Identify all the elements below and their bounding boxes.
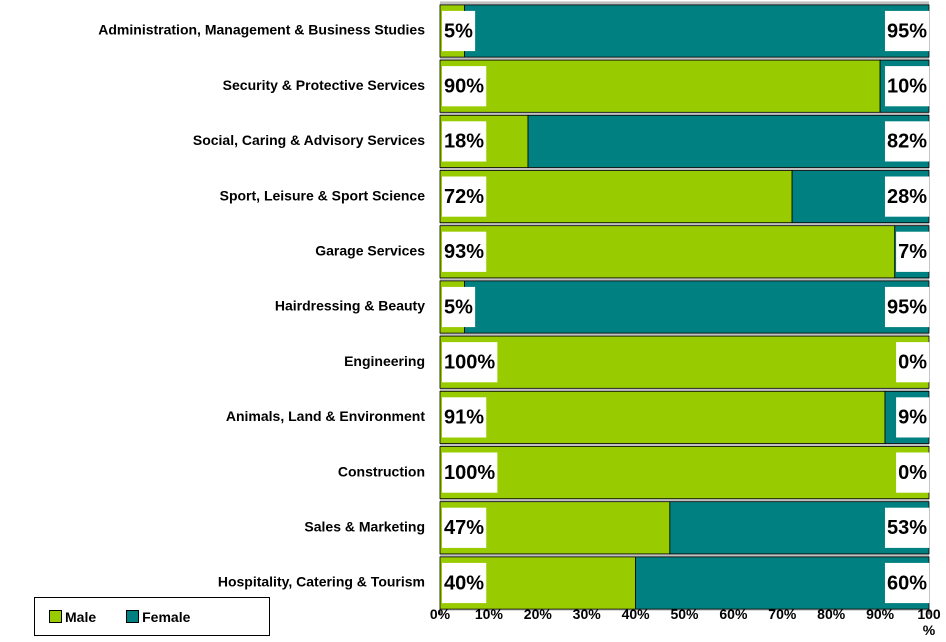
value-label-bg (442, 452, 498, 493)
value-label: 7% (898, 241, 927, 263)
value-label-bg (896, 452, 930, 493)
value-label: 47% (444, 517, 484, 539)
value-label-bg (884, 176, 930, 217)
legend-item: Female (126, 609, 190, 625)
value-label: 28% (887, 186, 927, 208)
value-label-bg (442, 286, 476, 328)
x-tick-label: 40% (621, 606, 650, 622)
value-label-bg (884, 507, 930, 548)
category-label: Sport, Leisure & Sport Science (220, 187, 426, 203)
value-label: 9% (898, 407, 927, 429)
value-label-bg (442, 66, 487, 107)
value-label-bg (442, 176, 487, 217)
x-tick-label: 90% (866, 606, 895, 622)
bar (464, 4, 930, 58)
legend-swatch (126, 610, 140, 623)
value-label-bg (442, 562, 487, 604)
value-label-bg (442, 10, 476, 52)
value-label: 95% (887, 20, 927, 42)
value-label: 90% (444, 75, 484, 97)
bar (439, 390, 886, 444)
value-label-bg (442, 397, 487, 438)
category-label: Hospitality, Catering & Tourism (218, 574, 425, 590)
legend: Male Female (34, 597, 270, 636)
category-label: Engineering (344, 353, 425, 369)
value-label-bg (442, 507, 487, 548)
value-label-bg (884, 562, 930, 604)
value-label: 53% (887, 517, 927, 539)
value-label-bg (442, 231, 487, 272)
category-label: Sales & Marketing (304, 519, 425, 535)
value-label: 93% (444, 241, 484, 263)
value-label: 0% (898, 462, 927, 484)
value-label: 95% (887, 296, 927, 318)
legend-swatch (49, 610, 62, 623)
value-label-bg (884, 286, 930, 328)
bar (439, 59, 881, 113)
value-label-bg (896, 342, 930, 383)
value-label: 0% (898, 351, 927, 373)
bar (439, 170, 793, 224)
category-label: Garage Services (315, 243, 425, 259)
value-label: 18% (444, 131, 484, 153)
x-tick-label: 10% (474, 606, 503, 622)
x-tick-label: 30% (572, 606, 601, 622)
value-label-bg (884, 66, 930, 107)
value-label: 5% (444, 20, 473, 42)
category-label: Construction (338, 463, 425, 479)
value-label-bg (884, 10, 930, 52)
value-label: 60% (887, 572, 927, 594)
value-label: 10% (887, 75, 927, 97)
category-label: Security & Protective Services (223, 77, 426, 93)
value-label: 72% (444, 186, 484, 208)
value-label-bg (896, 231, 930, 272)
bar (439, 225, 896, 279)
x-tick-label: 50% (670, 606, 699, 622)
legend-item: Male (49, 609, 96, 625)
value-label-bg (442, 121, 487, 162)
bar (635, 556, 930, 610)
category-label: Animals, Land & Environment (226, 408, 425, 424)
x-tick-label: 70% (768, 606, 797, 622)
value-label: 5% (444, 296, 473, 318)
legend-label: Male (65, 608, 97, 625)
value-label: 82% (887, 131, 927, 153)
value-label: 91% (444, 407, 484, 429)
value-label: 100% (444, 462, 495, 484)
value-label-bg (896, 397, 930, 438)
value-label-bg (884, 121, 930, 162)
x-tick-label: 20% (523, 606, 552, 622)
category-label: Administration, Management & Business St… (98, 22, 425, 38)
bar (464, 280, 930, 334)
value-label: 100% (444, 351, 495, 373)
legend-label: Female (142, 608, 191, 625)
bar (439, 446, 930, 500)
value-label-bg (442, 342, 498, 383)
bar (527, 114, 930, 168)
x-tick-label: 0% (429, 606, 451, 622)
value-label: 40% (444, 572, 484, 594)
category-label: Hairdressing & Beauty (275, 298, 425, 314)
x-tick-label: 80% (817, 606, 846, 622)
bar (439, 335, 930, 389)
x-tick-label: 100% (917, 606, 941, 638)
category-label: Social, Caring & Advisory Services (193, 132, 425, 148)
x-tick-label: 60% (719, 606, 748, 622)
